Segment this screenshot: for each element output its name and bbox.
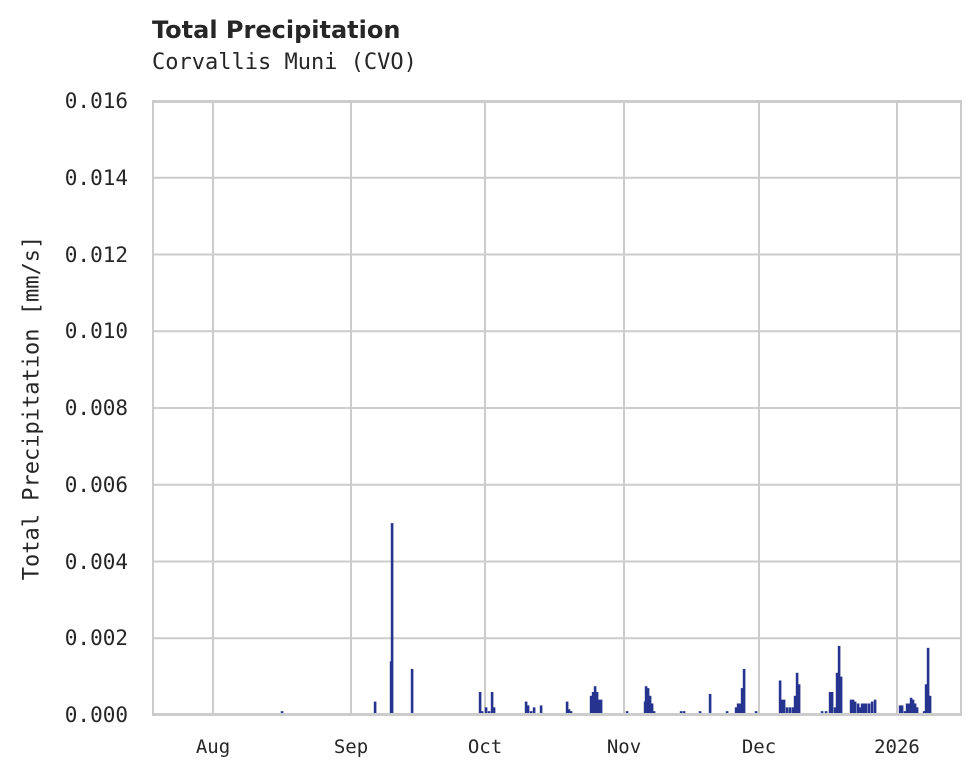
y-tick-label: 0.008: [64, 396, 128, 420]
precip-bar: [839, 676, 843, 715]
x-tick-label: Dec: [741, 736, 777, 758]
precip-bar: [856, 703, 860, 715]
precip-bar: [785, 707, 789, 715]
precip-bar: [490, 691, 494, 715]
precip-bar: [873, 699, 877, 715]
x-tick-label: 2026: [874, 736, 920, 758]
precip-bar: [532, 707, 536, 715]
precip-bar: [738, 703, 742, 715]
precip-bar: [867, 703, 871, 715]
y-tick-label: 0.012: [64, 242, 128, 267]
chart-title: Total Precipitation: [152, 16, 401, 44]
precip-bar: [858, 707, 862, 715]
precip-bar: [595, 691, 599, 715]
precip-bar: [924, 684, 928, 715]
precip-bar: [928, 695, 932, 715]
precip-bar: [926, 647, 930, 715]
precip-bar: [589, 695, 593, 715]
precip-bar: [830, 691, 834, 715]
precip-bar: [736, 703, 740, 715]
precip-bar: [390, 523, 394, 715]
precip-bar: [864, 703, 868, 715]
precip-bar: [851, 699, 855, 715]
precip-bar: [849, 699, 853, 715]
precip-bar: [742, 668, 746, 715]
chart-subtitle: Corvallis Muni (CVO): [152, 50, 417, 75]
precip-bar: [734, 707, 738, 715]
precip-bar: [860, 703, 864, 715]
x-tick-label: Nov: [606, 736, 642, 758]
precip-bar: [793, 695, 797, 715]
precip-bar: [644, 686, 648, 715]
plot-area-frame: [152, 101, 962, 715]
precip-bar: [565, 701, 569, 715]
precip-bar: [915, 707, 919, 715]
precip-bar: [862, 703, 866, 715]
x-tick-label: Sep: [333, 736, 369, 758]
precip-bar: [526, 705, 530, 715]
precip-bar: [853, 701, 857, 715]
y-tick-label: 0.010: [64, 319, 128, 344]
precip-bar: [524, 701, 528, 715]
precip-bar: [567, 709, 571, 715]
precip-bar: [492, 707, 496, 715]
precip-bar: [646, 688, 650, 715]
x-tick-label: Oct: [467, 736, 503, 758]
precip-bar: [650, 703, 654, 715]
y-tick-label: 0.000: [64, 703, 128, 727]
precip-bar: [905, 703, 909, 715]
precip-bar: [900, 705, 904, 715]
precip-bar: [913, 703, 917, 715]
precip-bar: [740, 688, 744, 715]
y-tick-label: 0.002: [64, 626, 128, 651]
precip-bar: [837, 645, 841, 715]
precip-bar: [833, 707, 837, 715]
precip-bar: [780, 699, 784, 715]
precip-bar: [410, 668, 414, 715]
precip-bar: [795, 672, 799, 715]
y-tick-label: 0.006: [64, 472, 128, 497]
precip-bar: [708, 693, 712, 715]
precip-bar: [484, 707, 488, 715]
y-tick-label: 0.004: [64, 549, 128, 574]
precip-bar: [870, 701, 874, 715]
y-tick-label: 0.016: [64, 89, 128, 113]
precip-bar: [835, 672, 839, 715]
x-tick-label: Aug: [195, 736, 231, 758]
precip-bar: [782, 699, 786, 715]
precip-bar: [797, 684, 801, 715]
precip-bar: [593, 686, 597, 715]
precip-bar: [778, 680, 782, 715]
precip-bar: [539, 705, 543, 715]
precip-bar: [478, 691, 482, 715]
precip-bar: [907, 703, 911, 715]
precip-bar: [898, 705, 902, 715]
precip-bar: [373, 701, 377, 715]
precip-bar: [788, 707, 792, 715]
precip-bar: [909, 697, 913, 715]
precip-bar: [591, 691, 595, 715]
y-tick-label: 0.014: [64, 165, 128, 190]
precip-bar: [597, 699, 601, 715]
precip-bar: [828, 691, 832, 715]
precip-bar: [599, 699, 603, 715]
precip-bar: [791, 707, 795, 715]
precip-bar: [911, 699, 915, 715]
precip-bar: [648, 695, 652, 715]
